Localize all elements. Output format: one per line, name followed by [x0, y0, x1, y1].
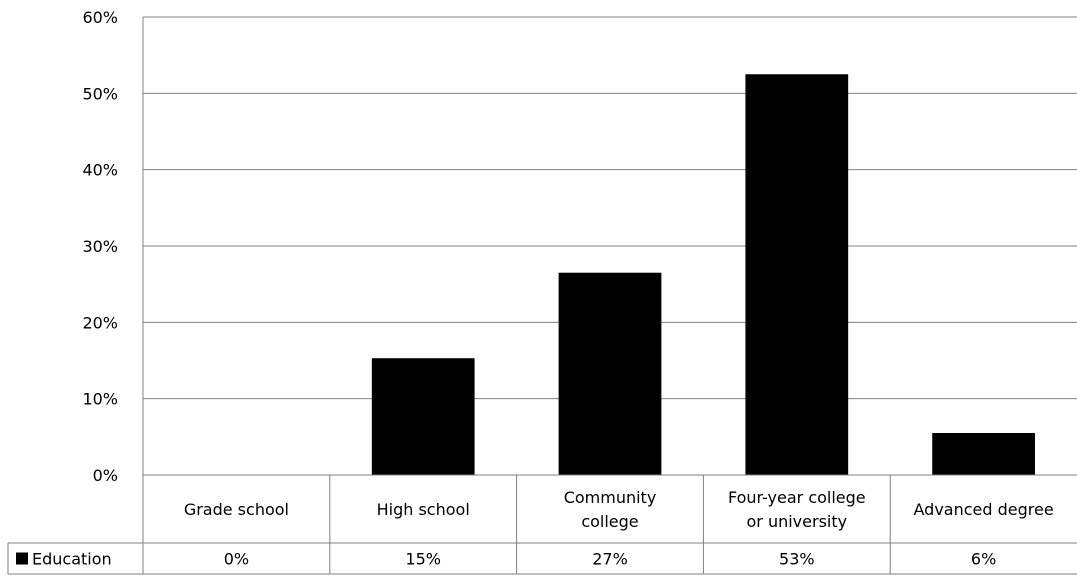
value-label: 53%: [779, 550, 815, 569]
y-tick-label: 30%: [82, 237, 118, 256]
category-label: Advanced degree: [914, 500, 1054, 519]
category-label: Grade school: [184, 500, 289, 519]
bars: [371, 74, 1035, 475]
y-tick-label: 10%: [82, 390, 118, 409]
value-label: 6%: [971, 550, 996, 569]
category-label: High school: [377, 500, 470, 519]
legend-key: [16, 552, 28, 565]
data-table: Grade school High school Community college F…: [7, 474, 1077, 575]
value-label: 27%: [592, 550, 628, 569]
value-label: 0%: [224, 550, 249, 569]
bar: [745, 74, 849, 475]
bar: [371, 358, 475, 475]
y-tick-label: 40%: [82, 161, 118, 180]
category-label: Community college: [564, 488, 657, 531]
series-name: Education: [32, 550, 112, 569]
value-label: 15%: [405, 550, 441, 569]
y-axis-ticks: 0% 10% 20% 30% 40% 50% 60%: [82, 8, 118, 485]
y-tick-label: 50%: [82, 84, 118, 103]
y-tick-label: 60%: [82, 8, 118, 27]
category-label: Four-year college or university: [728, 488, 866, 531]
bar: [932, 433, 1035, 475]
gridlines: [142, 16, 1077, 475]
bar: [558, 272, 662, 475]
y-tick-label: 20%: [82, 313, 118, 332]
y-tick-label: 0%: [93, 466, 118, 485]
